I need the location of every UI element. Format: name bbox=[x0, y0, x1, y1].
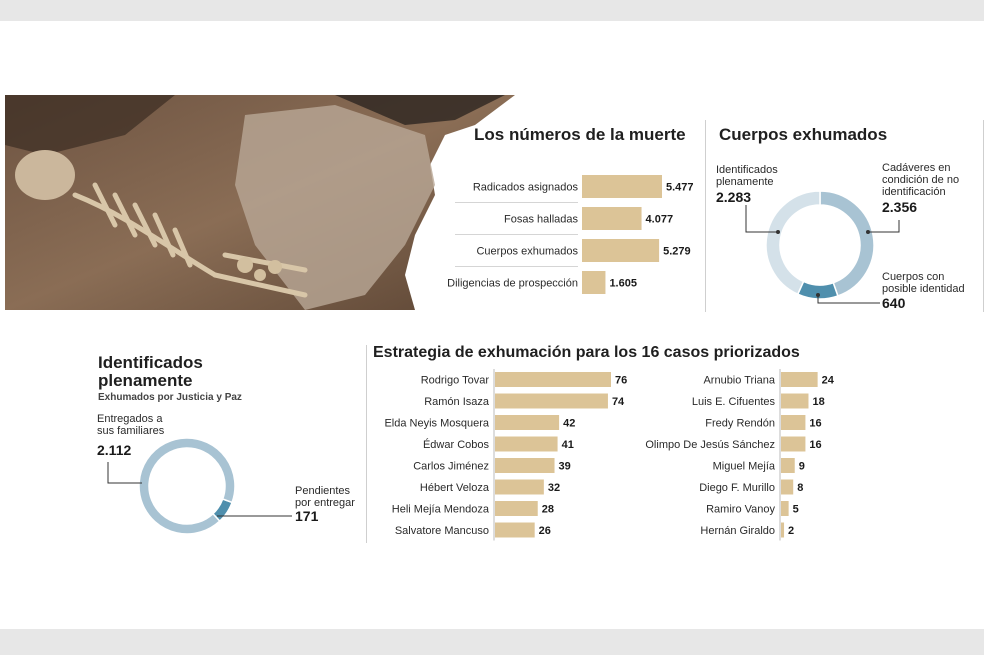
bar bbox=[582, 207, 642, 230]
bar-value: 76 bbox=[615, 375, 627, 387]
identificados-subtitle: Exhumados por Justicia y Paz bbox=[98, 392, 242, 403]
estrategia-title: Estrategia de exhumación para los 16 cas… bbox=[373, 344, 800, 361]
bar-value: 28 bbox=[542, 504, 554, 516]
cuerpos-title: Cuerpos exhumados bbox=[719, 125, 888, 144]
numeros-chart: Radicados asignados 5.477 Fosas halladas 4.… bbox=[447, 175, 694, 294]
bar-value: 16 bbox=[809, 439, 821, 451]
bar-label: Cuerpos exhumados bbox=[476, 246, 578, 258]
bar bbox=[495, 458, 555, 473]
bar-value: 32 bbox=[548, 482, 560, 494]
bar-value: 24 bbox=[822, 375, 835, 387]
bar-value: 18 bbox=[812, 396, 824, 408]
bar-label: Olimpo De Jesús Sánchez bbox=[645, 439, 775, 451]
bar-value: 4.077 bbox=[646, 214, 674, 226]
bar-label: Rodrigo Tovar bbox=[421, 375, 490, 387]
divider-top bbox=[705, 120, 706, 312]
bar-label: Diego F. Murillo bbox=[699, 482, 775, 494]
bar-value: 41 bbox=[562, 439, 574, 451]
identificados-label-entregados: Entregados a sus familiares bbox=[97, 413, 165, 437]
bar bbox=[781, 522, 785, 538]
bar bbox=[781, 501, 789, 516]
cuerpos-label-cadaveres: Cadáveres en condición de no identificac… bbox=[882, 162, 960, 198]
bar bbox=[582, 175, 662, 198]
bar-label: Carlos Jiménez bbox=[413, 461, 489, 473]
bar bbox=[582, 239, 660, 262]
bar bbox=[781, 372, 818, 387]
bar bbox=[495, 415, 560, 430]
bar-label: Fredy Rendón bbox=[705, 418, 775, 430]
bar-label: Hébert Veloza bbox=[420, 482, 490, 494]
bar-value: 1.605 bbox=[609, 278, 637, 290]
bar-value: 5.279 bbox=[663, 246, 691, 258]
cuerpos-label-posible: Cuerpos con posible identidad bbox=[882, 271, 965, 295]
bar-value: 5.477 bbox=[666, 182, 694, 194]
bar-value: 26 bbox=[539, 525, 551, 537]
bar-value: 74 bbox=[612, 396, 625, 408]
bar-label: Arnubio Triana bbox=[703, 375, 775, 387]
bar-label: Miguel Mejía bbox=[713, 461, 776, 473]
identificados-title: Identificados plenamente bbox=[98, 353, 203, 390]
bar bbox=[781, 393, 809, 409]
bar bbox=[495, 372, 611, 387]
bar bbox=[495, 501, 538, 516]
bar-label: Luis E. Cifuentes bbox=[692, 396, 776, 408]
bar-label: Ramiro Vanoy bbox=[706, 504, 775, 516]
bar bbox=[495, 522, 535, 538]
bar-value: 5 bbox=[793, 504, 799, 516]
estrategia-chart-left: Rodrigo Tovar 76 Ramón Isaza 74 Elda Neyis M… bbox=[384, 369, 627, 541]
identificados-value-pendientes: 171 bbox=[295, 508, 319, 524]
bar-label: Radicados asignados bbox=[473, 182, 579, 194]
bar-value: 39 bbox=[559, 461, 571, 473]
bar bbox=[781, 436, 806, 452]
cuerpos-value-identificados: 2.283 bbox=[716, 189, 752, 205]
numeros-title: Los números de la muerte bbox=[474, 125, 686, 144]
bar-value: 2 bbox=[788, 525, 794, 537]
cuerpos-value-cadaveres: 2.356 bbox=[882, 199, 918, 215]
donut-slice bbox=[138, 437, 236, 535]
bar bbox=[582, 271, 606, 294]
bar-label: Fosas halladas bbox=[504, 214, 578, 226]
bar-value: 16 bbox=[809, 418, 821, 430]
identificados-value-entregados: 2.112 bbox=[97, 442, 132, 458]
bar bbox=[781, 415, 806, 430]
identificados-label-pendientes: Pendientes por entregar bbox=[295, 485, 355, 509]
bar-value: 9 bbox=[799, 461, 805, 473]
top-band bbox=[0, 0, 984, 21]
bar-label: Ramón Isaza bbox=[424, 396, 490, 408]
bar-label: Heli Mejía Mendoza bbox=[392, 504, 490, 516]
bar-label: Elda Neyis Mosquera bbox=[384, 418, 489, 430]
bar-label: Hernán Giraldo bbox=[700, 525, 775, 537]
cuerpos-value-posible: 640 bbox=[882, 295, 906, 311]
bar-label: Salvatore Mancuso bbox=[395, 525, 489, 537]
cuerpos-donut bbox=[765, 190, 875, 300]
bottom-band bbox=[0, 629, 984, 655]
bar bbox=[495, 393, 608, 409]
bar bbox=[495, 479, 544, 495]
bar-label: Édwar Cobos bbox=[423, 438, 490, 451]
bar-value: 8 bbox=[797, 482, 803, 494]
bar bbox=[781, 458, 795, 473]
bar bbox=[495, 436, 558, 452]
bar-label: Diligencias de prospección bbox=[447, 278, 578, 290]
divider-bottom bbox=[366, 345, 367, 543]
donut-slice bbox=[765, 190, 821, 296]
excavation-photo bbox=[5, 95, 515, 310]
bar bbox=[781, 479, 794, 495]
cuerpos-label-identificados: Identificados plenamente bbox=[716, 164, 778, 188]
bar-value: 42 bbox=[563, 418, 575, 430]
estrategia-chart-right: Arnubio Triana 24 Luis E. Cifuentes 18 Fredy… bbox=[645, 369, 835, 541]
